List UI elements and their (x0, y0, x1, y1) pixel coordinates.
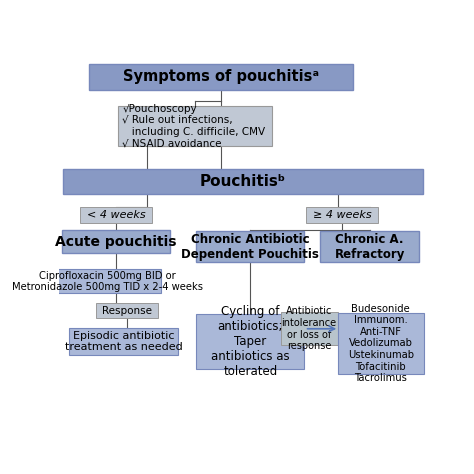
FancyBboxPatch shape (96, 303, 158, 318)
FancyBboxPatch shape (118, 106, 272, 146)
FancyBboxPatch shape (337, 313, 424, 374)
Text: Chronic A.
Refractory: Chronic A. Refractory (335, 233, 405, 261)
FancyBboxPatch shape (320, 231, 419, 262)
Text: Symptoms of pouchitisᵃ: Symptoms of pouchitisᵃ (123, 70, 319, 84)
FancyBboxPatch shape (196, 231, 304, 262)
Text: Ciprofloxacin 500mg BID or
Metronidazole 500mg TID x 2-4 weeks: Ciprofloxacin 500mg BID or Metronidazole… (11, 271, 202, 292)
FancyBboxPatch shape (196, 314, 304, 369)
Text: Response: Response (102, 306, 152, 316)
FancyBboxPatch shape (89, 64, 353, 90)
FancyBboxPatch shape (69, 328, 178, 355)
FancyBboxPatch shape (81, 207, 152, 223)
Text: Budesonide
Immunom.
Anti-TNF
Vedolizumab
Ustekinumab
Tofacitinib
Tacrolimus: Budesonide Immunom. Anti-TNF Vedolizumab… (348, 303, 414, 383)
FancyBboxPatch shape (53, 270, 161, 293)
FancyBboxPatch shape (306, 207, 378, 223)
Text: < 4 weeks: < 4 weeks (87, 210, 146, 219)
Text: Antibiotic
intolerance
or loss of
response: Antibiotic intolerance or loss of respon… (282, 306, 337, 351)
Text: √Pouchoscopy
√ Rule out infections,
   including C. difficile, CMV
√ NSAID avoid: √Pouchoscopy √ Rule out infections, incl… (122, 104, 265, 149)
FancyBboxPatch shape (63, 169, 423, 194)
Text: Chronic Antibiotic
Dependent Pouchitis: Chronic Antibiotic Dependent Pouchitis (182, 233, 319, 261)
Text: Episodic antibiotic
treatment as needed: Episodic antibiotic treatment as needed (64, 331, 182, 352)
Text: Cycling of
antibiotics;
Taper
antibiotics as
tolerated: Cycling of antibiotics; Taper antibiotic… (211, 305, 290, 378)
FancyBboxPatch shape (281, 312, 337, 345)
Text: ≥ 4 weeks: ≥ 4 weeks (313, 210, 372, 219)
Text: Acute pouchitis: Acute pouchitis (55, 235, 177, 248)
FancyBboxPatch shape (62, 230, 170, 253)
Text: Pouchitisᵇ: Pouchitisᵇ (200, 174, 286, 189)
